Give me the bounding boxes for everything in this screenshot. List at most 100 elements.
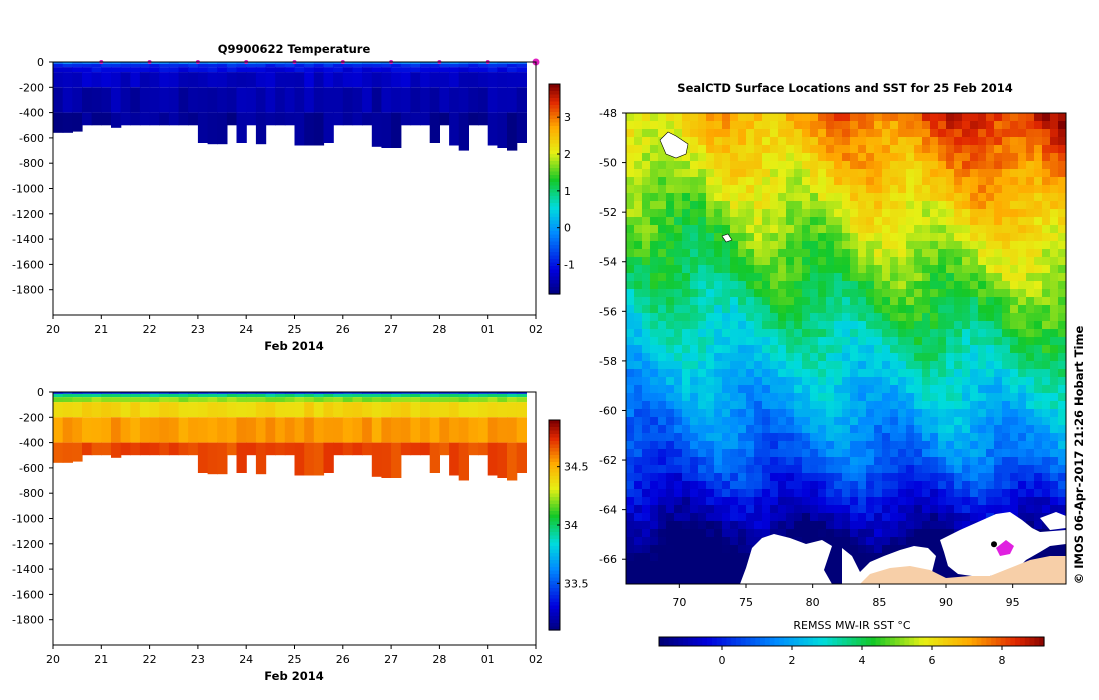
colorbar-tick-label: 2: [564, 148, 571, 161]
profile-column: [178, 392, 189, 456]
profile-column: [313, 392, 325, 476]
profile-column: [516, 392, 527, 473]
profile-column: [168, 392, 180, 456]
profile-column: [149, 62, 160, 126]
lon-tick-label: 75: [739, 596, 753, 609]
profile-column: [468, 62, 479, 126]
x-tick-label: 20: [46, 653, 60, 666]
profile-column: [82, 392, 93, 456]
y-tick-label: -800: [19, 157, 44, 170]
profile-column: [391, 392, 402, 478]
x-tick-label: 24: [239, 653, 253, 666]
profile-column: [487, 392, 498, 476]
colorbar-tick-label: 33.5: [564, 577, 589, 590]
profile-column: [207, 392, 218, 475]
y-tick-label: -400: [19, 107, 44, 120]
profile-column: [323, 392, 334, 473]
map-colorbar-tick-label: 6: [929, 654, 936, 667]
y-tick-label: -600: [19, 132, 44, 145]
sst-colorbar: 0 2 4 6 8: [658, 636, 1045, 667]
map-y-axis: -48 -50 -52 -54 -56 -58 -60 -62 -64 -66: [599, 107, 626, 566]
temperature-panel: Q9900622 Temperature 0 -200 -400 -600 -800 -1…: [12, 42, 575, 353]
profile-column: [410, 62, 421, 126]
profile-column: [400, 392, 412, 456]
profile-column: [149, 392, 160, 456]
profile-column: [381, 62, 392, 148]
profile-column: [284, 62, 296, 126]
profile-column: [91, 392, 102, 456]
profile-column: [111, 392, 122, 458]
profile-column: [159, 392, 170, 456]
profile-column: [197, 62, 209, 143]
profile-column: [265, 392, 276, 456]
profile-column: [352, 62, 363, 126]
profile-column: [236, 392, 247, 473]
lon-tick-label: 70: [672, 596, 686, 609]
x-tick-label: 25: [288, 323, 302, 336]
y-tick-label: -1200: [12, 208, 44, 221]
profile-column: [362, 62, 373, 126]
profile-column: [188, 392, 199, 456]
profile-column: [91, 62, 102, 126]
lat-tick-label: -54: [599, 256, 617, 269]
profile-column: [111, 62, 122, 128]
colorbar-tick-label: 34.5: [564, 461, 589, 474]
profile-column: [468, 392, 479, 456]
profile-column: [304, 392, 315, 476]
profile-column: [420, 392, 431, 456]
y-tick-label: -800: [19, 487, 44, 500]
profile-column: [168, 62, 180, 126]
x-tick-label: 26: [336, 323, 350, 336]
profile-column: [294, 62, 305, 146]
profile-column: [516, 62, 527, 143]
profile-column: [342, 62, 354, 126]
x-tick-label: 23: [191, 323, 205, 336]
y-tick-label: -1400: [12, 233, 44, 246]
profile-column: [294, 392, 305, 476]
profile-column: [497, 62, 508, 148]
map-colorbar-tick-label: 2: [789, 654, 796, 667]
x-tick-label: 28: [432, 653, 446, 666]
y-tick-label: -1600: [12, 258, 44, 271]
profile-column: [62, 62, 73, 133]
colorbar-tick-label: 3: [564, 111, 571, 124]
profile-column: [53, 392, 64, 463]
profile-column: [478, 62, 489, 126]
profile-column: [400, 62, 412, 126]
y-tick-label: -1400: [12, 563, 44, 576]
x-tick-label: 28: [432, 323, 446, 336]
temperature-x-axis: 20 21 22 23 24 25 26 27 28 01 02: [46, 315, 543, 336]
x-tick-label: 21: [94, 323, 108, 336]
lat-tick-label: -50: [599, 157, 617, 170]
colorbar-tick-label: 0: [564, 222, 571, 235]
profile-column: [226, 392, 238, 456]
profile-column: [275, 392, 286, 456]
profile-column: [82, 62, 93, 126]
map-colorbar-tick-label: 8: [999, 654, 1006, 667]
profile-column: [139, 392, 151, 456]
colorbar-tick-label: 34: [564, 519, 578, 532]
lat-tick-label: -52: [599, 206, 617, 219]
colorbar-frame: [548, 83, 561, 295]
y-tick-label: 0: [37, 56, 44, 69]
lat-tick-label: -60: [599, 404, 617, 417]
salinity-data: [53, 392, 527, 481]
profile-markers: [99, 58, 540, 66]
x-tick-label: 27: [384, 653, 398, 666]
y-tick-label: -200: [19, 411, 44, 424]
profile-column: [478, 392, 489, 456]
profile-column: [497, 392, 508, 478]
x-tick-label: 01: [481, 323, 495, 336]
profile-column: [410, 392, 421, 456]
y-tick-label: -1800: [12, 614, 44, 627]
profile-column: [449, 392, 460, 476]
sst-field: [626, 113, 1066, 584]
y-tick-label: -600: [19, 462, 44, 475]
x-tick-label: 20: [46, 323, 60, 336]
profile-column: [439, 392, 450, 456]
profile-column: [275, 62, 286, 126]
lon-tick-label: 95: [1006, 596, 1020, 609]
profile-column: [265, 62, 276, 126]
x-tick-label: 26: [336, 653, 350, 666]
